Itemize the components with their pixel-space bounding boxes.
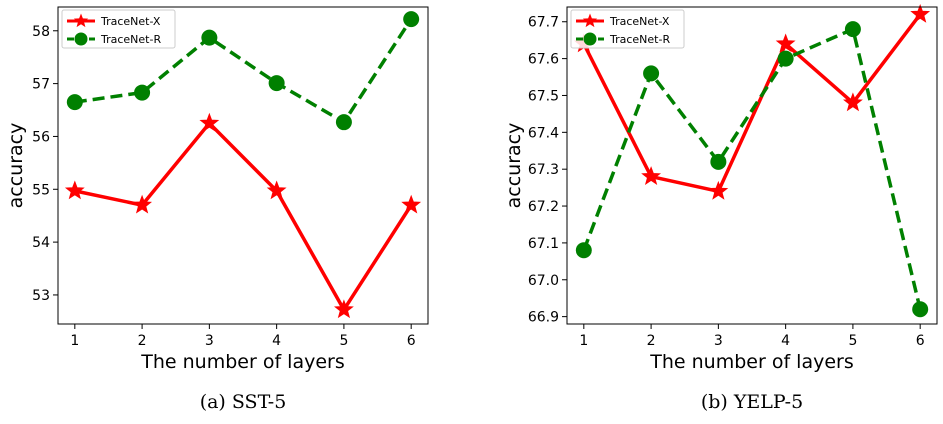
- y-tick-label: 67.5: [528, 88, 559, 104]
- legend-label: TraceNet-R: [100, 33, 161, 46]
- data-point-star: [910, 3, 931, 23]
- x-tick-label: 5: [848, 333, 857, 349]
- y-tick-label: 67.4: [528, 125, 559, 141]
- series-line-tracenet-r: [74, 18, 413, 124]
- legend-marker-star: [582, 13, 598, 28]
- plot-frame: [57, 6, 429, 325]
- chart-panel-1: 1 2 3 4 5 6535455565758TraceNet-XTraceNet-RTh…: [5, 6, 429, 413]
- x-tick-label: 6: [916, 333, 925, 349]
- data-point-circle: [268, 75, 285, 92]
- data-point-star: [266, 180, 287, 200]
- data-point-circle: [575, 242, 592, 259]
- y-tick-label: 58: [32, 24, 50, 40]
- x-tick-label: 1: [70, 333, 79, 349]
- x-tick-label: 3: [205, 333, 214, 349]
- data-point-star: [334, 299, 354, 319]
- data-point-circle: [66, 94, 83, 111]
- data-point-star: [775, 33, 796, 53]
- x-tick-label: 6: [407, 333, 416, 349]
- y-tick-label: 55: [32, 182, 50, 198]
- x-tick-label: 1: [579, 333, 588, 349]
- y-tick-label: 53: [32, 288, 50, 304]
- data-point-circle: [844, 21, 861, 38]
- x-axis-label: The number of layers: [649, 351, 854, 373]
- series-line-tracenet-x: [74, 121, 413, 312]
- plot-frame: [566, 6, 938, 325]
- legend-marker-star: [73, 13, 89, 28]
- legend-label: TraceNet-X: [100, 15, 161, 28]
- data-point-star: [64, 180, 85, 200]
- y-tick-label: 66.9: [528, 310, 559, 326]
- y-tick-label: 67.6: [528, 52, 559, 68]
- legend-label: TraceNet-X: [609, 15, 670, 28]
- data-point-star: [132, 194, 152, 214]
- y-axis-label: accuracy: [503, 123, 525, 209]
- x-tick-label: 2: [138, 333, 147, 349]
- data-point-star: [708, 180, 729, 200]
- data-point-circle: [403, 11, 420, 28]
- x-tick-label: 5: [339, 333, 348, 349]
- y-tick-label: 56: [32, 129, 50, 145]
- data-point-circle: [134, 84, 151, 101]
- series-line-tracenet-r: [582, 27, 922, 310]
- x-tick-label: 2: [647, 333, 656, 349]
- chart-panel-2: 1 2 3 4 5 6 66.9 67.0 67.1 67.2 67.3 67.4 67.5 67.6 67…: [503, 3, 938, 413]
- y-tick-label: 54: [32, 235, 50, 251]
- y-tick-label: 67.1: [528, 236, 559, 252]
- x-tick-label: 4: [781, 333, 790, 349]
- data-point-circle: [201, 29, 218, 46]
- x-axis-label: The number of layers: [140, 351, 345, 373]
- data-point-circle: [912, 301, 929, 318]
- data-point-circle: [777, 50, 794, 67]
- x-tick-label: 3: [714, 333, 723, 349]
- legend-marker-circle: [583, 32, 597, 46]
- data-point-circle: [335, 114, 352, 131]
- chart-caption: (b) YELP-5: [701, 391, 803, 413]
- x-tick-label: 4: [272, 333, 281, 349]
- chart-caption: (a) SST-5: [200, 391, 287, 413]
- data-point-star: [843, 92, 863, 112]
- data-point-star: [641, 166, 661, 185]
- y-tick-label: 57: [32, 77, 50, 93]
- legend-label: TraceNet-R: [609, 33, 670, 46]
- legend-marker-circle: [74, 32, 88, 46]
- series-line-tracenet-x: [582, 13, 922, 194]
- data-point-star: [199, 112, 220, 132]
- y-tick-label: 67.3: [528, 162, 559, 178]
- y-tick-label: 67.0: [528, 273, 559, 289]
- data-point-circle: [710, 153, 727, 170]
- data-point-star: [401, 194, 422, 214]
- y-axis-label: accuracy: [5, 123, 27, 209]
- y-tick-label: 67.7: [528, 15, 559, 31]
- data-point-circle: [643, 65, 660, 82]
- y-tick-label: 67.2: [528, 199, 559, 215]
